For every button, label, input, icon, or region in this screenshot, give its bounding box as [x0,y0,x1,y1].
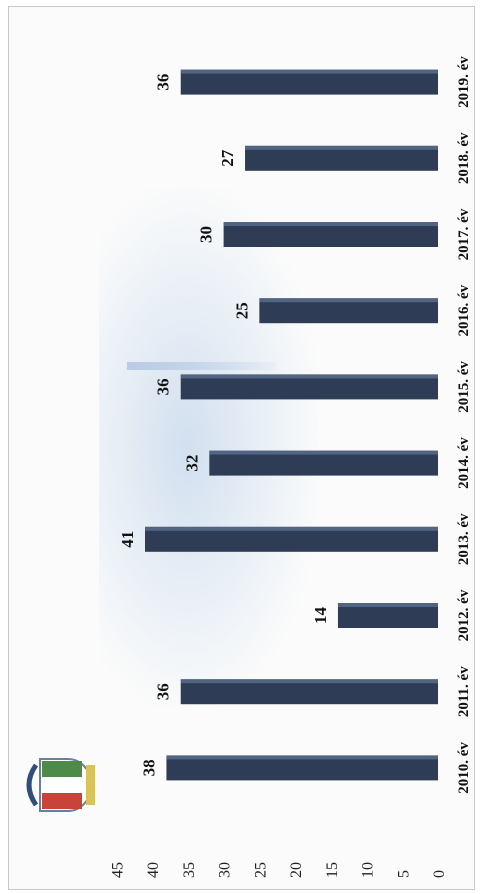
bar [209,450,438,476]
data-label: 32 [182,455,201,472]
data-label: 38 [139,759,158,776]
bar-highlight [209,450,438,455]
bar-highlight [166,755,438,760]
value-tick-label: 0 [431,870,448,878]
category-label: 2016. év [456,284,472,336]
value-tick-label: 15 [324,862,341,878]
bar [166,755,438,781]
data-label: 41 [118,531,137,548]
background-tower-shape [127,362,277,370]
bar-highlight [180,69,439,74]
category-axis: 2010. év 2011. év 2012. év 2013. év 2014. év… [456,56,472,794]
data-label: 36 [154,683,173,700]
value-tick-label: 45 [109,862,126,878]
bar-rect [245,145,438,171]
bar-highlight [259,298,438,303]
bar [245,145,438,171]
bar-highlight [145,526,438,531]
category-label: 2019. év [456,56,472,108]
bar-rect [166,755,438,781]
data-label: 36 [154,378,173,395]
bar-series [145,69,439,781]
bar-rect [180,374,439,400]
data-label: 27 [218,149,237,167]
bar [180,679,439,705]
bar-rect [145,526,438,552]
value-tick-label: 20 [288,862,305,878]
bar [223,222,438,247]
bar-highlight [337,603,438,607]
bar-rect [209,450,438,476]
value-tick-label: 35 [181,862,198,878]
data-labels: 38 36 14 41 32 36 25 30 27 36 [118,74,330,777]
data-label: 25 [232,302,251,319]
value-tick-label: 40 [145,862,162,878]
category-label: 2010. év [456,742,472,794]
background-watermark [99,187,319,707]
bar-highlight [223,222,438,226]
bar-rect [259,298,438,324]
category-label: 2017. év [456,208,472,260]
bar [337,603,438,628]
bar-rect [180,679,439,705]
value-axis: 0 5 10 15 20 25 30 35 40 45 [109,862,448,878]
bar-rect [337,603,438,628]
data-label: 14 [311,607,330,625]
bar [145,526,438,552]
category-label: 2011. év [456,666,472,717]
bar-highlight [245,145,438,150]
value-tick-label: 30 [217,862,234,878]
bar [259,298,438,324]
bar [180,374,439,400]
bar-rect [223,222,438,247]
bar [180,69,439,95]
data-label: 30 [197,226,216,243]
value-tick-label: 25 [252,862,269,878]
bar-highlight [180,679,439,684]
category-label: 2018. év [456,132,472,184]
category-label: 2013. év [456,513,472,565]
bar-rect [180,69,439,95]
value-tick-label: 5 [395,870,412,878]
category-label: 2015. év [456,361,472,413]
category-label: 2014. év [456,437,472,489]
data-label: 36 [154,74,173,91]
value-tick-label: 10 [360,862,377,878]
category-label: 2012. év [456,589,472,641]
bar-highlight [180,374,439,379]
